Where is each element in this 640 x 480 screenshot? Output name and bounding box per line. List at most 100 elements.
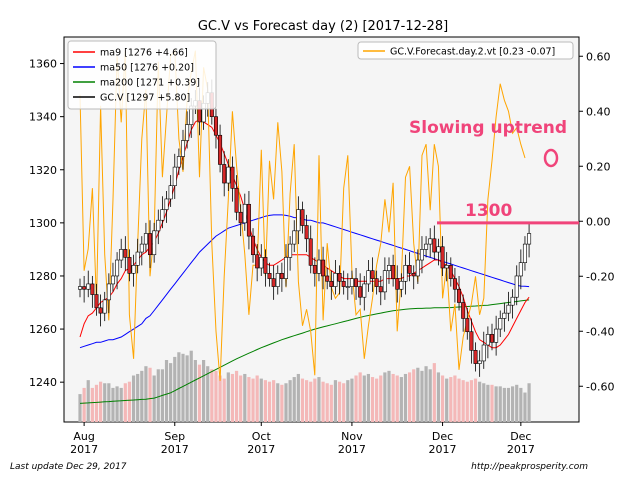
y-tick-label: 1280 xyxy=(29,270,57,283)
volume-bar xyxy=(416,367,420,422)
candle xyxy=(461,294,466,332)
candle xyxy=(436,238,441,266)
ma50-line xyxy=(79,214,530,349)
candle xyxy=(477,350,482,377)
candle xyxy=(469,318,474,364)
candle xyxy=(321,246,326,290)
x-tick-label: Sep 2017 xyxy=(161,430,189,456)
y-tick-label: 1340 xyxy=(29,111,57,124)
volume-bar xyxy=(173,356,177,422)
candle xyxy=(242,193,247,231)
volume-bar xyxy=(346,380,350,422)
volume-bar xyxy=(478,381,482,422)
volume-bar xyxy=(321,381,325,422)
volume-bar xyxy=(465,381,469,422)
volume-bar xyxy=(313,378,317,422)
candle xyxy=(143,222,148,253)
annotation-1300: 1300 xyxy=(465,201,512,221)
candle xyxy=(98,294,103,327)
candle xyxy=(185,111,190,149)
volume-bar xyxy=(288,380,292,422)
volume-bar xyxy=(445,378,449,422)
candle xyxy=(135,238,140,274)
candle xyxy=(527,222,532,258)
candle xyxy=(82,275,87,303)
volume-bar xyxy=(519,387,523,422)
candle xyxy=(288,236,293,271)
candle xyxy=(102,291,107,322)
candle xyxy=(374,270,379,295)
candle xyxy=(415,249,420,284)
y-tick-label: 1240 xyxy=(29,376,57,389)
volume-bar xyxy=(111,387,115,422)
candle xyxy=(341,270,346,295)
volume-bar xyxy=(214,370,218,422)
candle xyxy=(316,249,321,282)
volume-bar xyxy=(292,377,296,422)
volume-bar xyxy=(498,386,502,422)
candle xyxy=(160,196,165,229)
candle xyxy=(218,124,223,173)
volume-bar xyxy=(399,377,403,422)
volume-bar xyxy=(457,378,461,422)
legend-left-box xyxy=(67,40,217,110)
candle xyxy=(494,315,499,356)
volume-bar xyxy=(461,380,465,422)
y2-tick-label: -0.40 xyxy=(586,325,614,338)
candle xyxy=(444,252,449,282)
candle xyxy=(419,236,424,274)
candle xyxy=(296,196,301,245)
candle xyxy=(148,220,153,268)
volume-bar xyxy=(515,384,519,422)
y-tick-label: 1260 xyxy=(29,323,57,336)
candle xyxy=(366,260,371,292)
candle xyxy=(502,302,507,332)
volume-bar xyxy=(119,387,123,422)
volume-bar xyxy=(408,372,412,422)
volume-bar xyxy=(78,394,82,422)
volume-bar xyxy=(218,375,222,422)
candle xyxy=(428,228,433,258)
volume-bar xyxy=(305,380,309,422)
candle xyxy=(86,270,91,298)
volume-bar xyxy=(412,369,416,422)
volume-bar xyxy=(436,372,441,422)
y-tick-label: 1320 xyxy=(29,164,57,177)
volume-bar xyxy=(86,380,90,422)
volume-bar xyxy=(222,378,226,422)
volume-bar xyxy=(255,375,259,422)
candle xyxy=(440,236,445,276)
volume-bar xyxy=(123,383,127,422)
volume-bar xyxy=(263,380,267,422)
candle xyxy=(131,254,136,287)
candle xyxy=(271,265,276,300)
volume-bar xyxy=(362,375,366,422)
candle xyxy=(283,244,288,287)
candle xyxy=(432,225,437,261)
volume-bar xyxy=(329,384,333,422)
volume-bar xyxy=(131,375,136,422)
candles xyxy=(78,79,532,377)
x-tick-label: Aug 2017 xyxy=(70,430,98,456)
candle xyxy=(312,257,317,287)
volume-bar xyxy=(420,370,424,422)
volume-bar xyxy=(432,363,436,422)
annotations: Slowing uptrend 1300 xyxy=(409,118,579,225)
candle xyxy=(518,249,523,290)
volume-bar xyxy=(103,383,107,422)
volume-bar xyxy=(511,386,515,422)
candle xyxy=(246,191,251,250)
volume-bar xyxy=(164,360,169,422)
volume-bar xyxy=(527,383,531,422)
candle xyxy=(510,289,515,319)
candle xyxy=(304,214,309,253)
candle xyxy=(238,204,243,237)
x-tick-label: Dec 2017 xyxy=(429,430,457,456)
candle xyxy=(391,254,396,287)
volume-bar xyxy=(337,381,342,422)
volume-bar xyxy=(395,375,399,422)
chart-title: GC.V vs Forecast day (2) [2017-12-28] xyxy=(198,19,448,34)
candle xyxy=(514,265,519,306)
candle xyxy=(354,268,359,300)
